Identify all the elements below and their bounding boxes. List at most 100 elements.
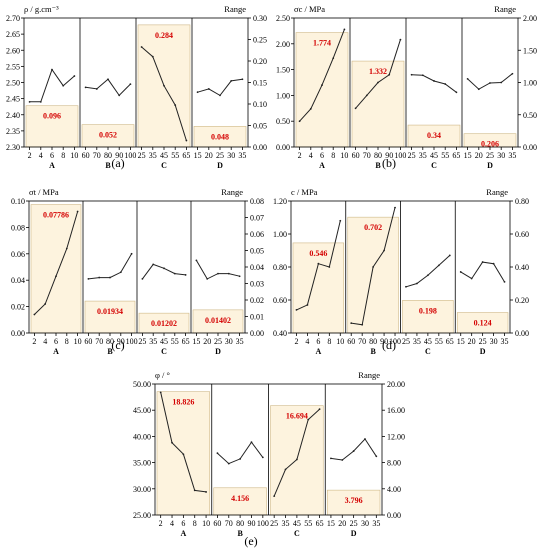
range-tick-label: 0.07 xyxy=(250,214,264,223)
data-point xyxy=(182,453,185,456)
data-point xyxy=(306,304,309,306)
y-axis-label: σc / MPa xyxy=(294,4,325,14)
range-tick-label: 0.01 xyxy=(250,313,264,322)
data-point xyxy=(273,495,276,498)
range-bar xyxy=(326,489,381,516)
x-tick-label: 2 xyxy=(32,337,36,346)
data-point xyxy=(227,462,230,465)
range-value-label: 0.198 xyxy=(419,306,437,315)
data-point xyxy=(39,100,42,103)
x-tick-label: 30 xyxy=(225,337,233,346)
y-tick-label: 2.60 xyxy=(6,46,20,55)
x-tick-label: 30 xyxy=(227,151,235,160)
range-value-label: 1.774 xyxy=(313,39,331,48)
series-line-B xyxy=(217,441,264,465)
x-tick-label: 4 xyxy=(309,151,313,160)
factor-label: B xyxy=(107,347,113,356)
factor-label: B xyxy=(105,161,111,170)
range-tick-label: 0.00 xyxy=(515,329,529,338)
y-axis-label: φ / ° xyxy=(155,370,170,380)
range-tick-label: 0.50 xyxy=(523,111,537,120)
panel-label: (e) xyxy=(244,534,257,548)
x-tick-label: 4 xyxy=(43,337,47,346)
range-tick-label: 0.60 xyxy=(515,230,529,239)
data-point xyxy=(426,274,429,277)
series-line-C xyxy=(141,263,186,280)
x-tick-label: 25 xyxy=(138,151,146,160)
x-tick-label: 35 xyxy=(149,151,157,160)
data-point xyxy=(295,309,298,311)
x-tick-label: 70 xyxy=(95,337,103,346)
data-point xyxy=(339,219,342,222)
data-point xyxy=(365,94,368,97)
x-tick-label: 8 xyxy=(327,337,331,346)
data-point xyxy=(459,271,462,273)
y-tick-label: 2.40 xyxy=(6,111,20,120)
x-tick-label: 8 xyxy=(193,519,197,528)
x-tick-label: 55 xyxy=(435,337,443,346)
range-axis-label: Range xyxy=(494,4,516,14)
x-tick-label: 6 xyxy=(181,519,185,528)
data-point xyxy=(55,275,57,278)
x-tick-label: 6 xyxy=(320,151,324,160)
factor-label: D xyxy=(487,161,493,170)
range-bar xyxy=(84,300,136,334)
x-tick-label: 60 xyxy=(352,151,360,160)
data-point xyxy=(206,277,209,280)
y-tick-label: 0.40 xyxy=(273,329,287,338)
y-tick-label: 2.65 xyxy=(6,30,20,39)
data-point xyxy=(87,277,90,280)
range-axis-label: Range xyxy=(358,370,380,380)
x-tick-label: 35 xyxy=(419,151,427,160)
data-point xyxy=(163,267,165,270)
data-point xyxy=(173,272,176,275)
range-value-label: 0.284 xyxy=(155,31,173,40)
y-tick-label: 2.35 xyxy=(6,127,20,136)
x-tick-label: 15 xyxy=(192,337,200,346)
data-point xyxy=(51,68,53,71)
factor-label: D xyxy=(351,529,357,538)
range-value-label: 0.01202 xyxy=(151,319,177,328)
series-line-D xyxy=(467,73,513,90)
series-line-C xyxy=(405,255,451,288)
data-point xyxy=(503,280,506,283)
data-point xyxy=(343,28,346,31)
data-point xyxy=(350,322,353,324)
x-tick-label: 35 xyxy=(372,519,380,528)
range-value-label: 0.01934 xyxy=(97,307,123,316)
range-tick-label: 0.05 xyxy=(253,122,267,131)
data-point xyxy=(500,81,503,84)
data-point xyxy=(354,107,357,110)
data-point xyxy=(466,77,469,80)
panel-label: (b) xyxy=(382,156,396,170)
x-tick-label: 55 xyxy=(304,519,312,528)
factor-label: A xyxy=(180,529,186,538)
range-bar xyxy=(25,105,79,148)
x-tick-label: 15 xyxy=(457,337,465,346)
y-tick-label: 40.00 xyxy=(133,432,151,441)
series-line-D xyxy=(197,78,243,97)
data-point xyxy=(130,252,133,255)
x-tick-label: 35 xyxy=(236,337,244,346)
x-tick-label: 70 xyxy=(225,519,233,528)
x-tick-label: 6 xyxy=(50,151,54,160)
data-point xyxy=(448,254,451,257)
data-point xyxy=(227,272,230,275)
x-tick-label: 10 xyxy=(336,337,344,346)
range-tick-label: 0.08 xyxy=(250,197,264,206)
x-tick-label: 60 xyxy=(84,337,92,346)
chart-panel-d: 0.546 0.702 0.198 0.124 0.40 0.60 0.80 1.00 1.20… xyxy=(273,187,529,356)
range-tick-label: 1.50 xyxy=(523,46,537,55)
x-tick-label: 60 xyxy=(213,519,221,528)
x-tick-label: 65 xyxy=(182,337,190,346)
y-tick-label: 1.20 xyxy=(273,197,287,206)
range-bar xyxy=(347,216,399,334)
range-axis-label: Range xyxy=(221,187,243,197)
x-tick-label: 2 xyxy=(294,337,298,346)
data-point xyxy=(416,282,418,285)
y-tick-label: 50.00 xyxy=(133,380,151,389)
x-tick-label: 4 xyxy=(305,337,309,346)
data-point xyxy=(84,86,87,89)
